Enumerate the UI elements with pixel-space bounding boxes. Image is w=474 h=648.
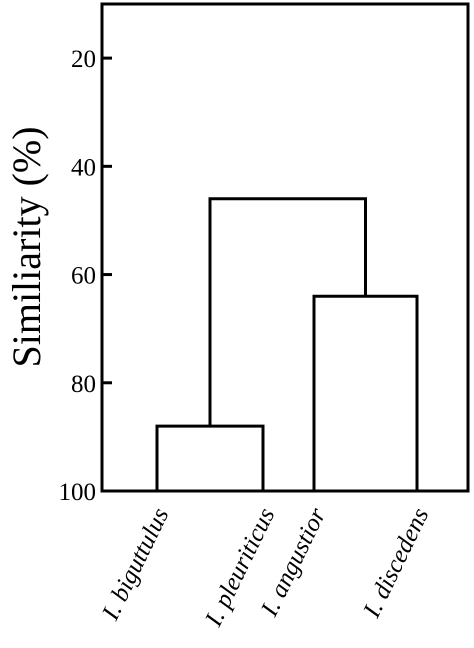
plot-frame	[100, 2, 470, 493]
y-tick-label-20: 20	[71, 46, 96, 73]
merge-link-2	[312, 294, 419, 491]
y-tick-label-40: 40	[71, 154, 96, 181]
y-axis-title: Similiarity (%)	[4, 126, 49, 367]
dendrogram-links	[155, 197, 419, 491]
y-axis-ticks	[102, 56, 112, 493]
y-tick-label-80: 80	[71, 371, 96, 398]
leaf-label-4: I. discedens	[358, 504, 434, 623]
merge-link-1	[155, 424, 265, 491]
leaf-label-1: I. biguttulus	[97, 504, 175, 625]
y-axis-tick-labels: 20 40 60 80 100	[59, 46, 97, 506]
merge-link-3	[208, 197, 367, 427]
y-tick-label-100: 100	[59, 479, 97, 506]
y-tick-label-60: 60	[71, 263, 96, 290]
